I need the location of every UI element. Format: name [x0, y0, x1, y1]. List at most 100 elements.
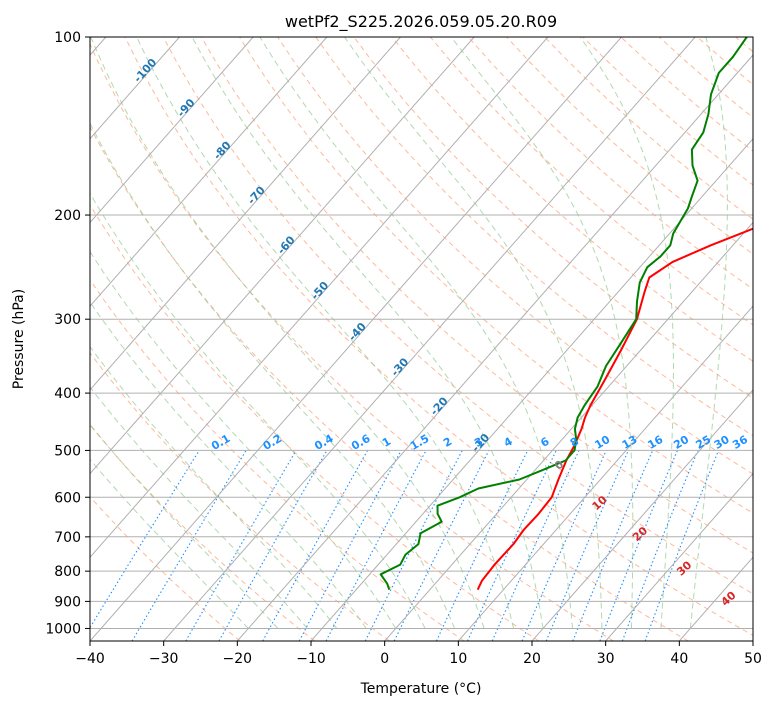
series-lines: [379, 37, 753, 591]
isotherm-line: [605, 472, 753, 641]
x-tick-label: −30: [149, 651, 179, 667]
line-labels: -100-90-80-70-60-50-40-30-20-100.1 0.2 0.4…: [131, 56, 750, 609]
isotherm-label: -60: [275, 233, 298, 257]
mixing-ratio-line: [521, 450, 607, 641]
dry-adiabat-line: [90, 424, 316, 641]
y-tick-label: 700: [54, 530, 81, 546]
dry-adiabat-line: [162, 37, 753, 595]
x-axis: −40 −30 −20 −10 0 10 20 30 40 50: [75, 641, 762, 667]
dry-adiabat-line: [353, 37, 753, 399]
wet-bulb-label: 30: [674, 558, 694, 578]
mixing-ratio-label: 0.6: [349, 432, 373, 453]
dry-adiabat-line: [658, 37, 753, 119]
dry-adiabat-line: [90, 204, 540, 641]
isotherm-line: [90, 37, 622, 641]
x-tick-label: 0: [380, 651, 389, 667]
temperature-profile-line: [476, 227, 753, 591]
dry-adiabat-line: [90, 42, 689, 641]
mixing-ratio-label: 36: [730, 433, 750, 452]
moist-adiabat-line: [90, 192, 426, 629]
isotherm-line: [457, 305, 753, 641]
y-axis-label: Pressure (hPa): [11, 289, 27, 389]
isotherm-line: [236, 54, 753, 641]
y-axis: 100 200 300 400 500 600 700 800 900 1000: [45, 30, 90, 637]
mixing-ratio-label: 1: [380, 435, 393, 450]
x-tick-label: 50: [744, 651, 762, 667]
isotherm-line: [752, 640, 753, 641]
dry-adiabat-line: [468, 37, 753, 290]
moist-adiabat-line: [90, 250, 397, 629]
y-tick-label: 900: [54, 594, 81, 610]
moist-adiabat-line: [259, 37, 573, 629]
dry-adiabat-line: [544, 37, 753, 220]
x-tick-label: 10: [449, 651, 467, 667]
moist-adiabat-line: [344, 37, 603, 629]
isotherm-line: [310, 137, 753, 641]
moist-adiabat-line: [90, 301, 367, 629]
moist-adiabat-line: [90, 345, 338, 629]
moist-adiabat-line: [90, 458, 249, 629]
isotherm-line: [90, 37, 254, 224]
isotherm-line: [384, 221, 753, 641]
dry-adiabat-line: [315, 37, 753, 437]
y-tick-label: 300: [54, 312, 81, 328]
wet-bulb-label: 10: [590, 493, 610, 513]
mixing-ratio-label: 25: [693, 433, 713, 452]
moist-adiabat-line: [90, 386, 308, 629]
mixing-ratio-label: 10: [593, 433, 613, 452]
isotherm-line: [163, 37, 696, 641]
mixing-ratio-line: [545, 450, 629, 641]
mixing-ratio-label: 13: [620, 433, 640, 452]
dry-adiabat-line: [90, 278, 465, 641]
isotherm-line: [90, 37, 549, 559]
dry-adiabat-line: [277, 37, 753, 475]
mixing-ratio-label: 20: [671, 433, 691, 452]
moist-adiabat-line: [90, 122, 456, 629]
moist-adiabat-line: [191, 37, 544, 629]
chart-title: wetPf2_S225.2026.059.05.20.R09: [285, 12, 557, 32]
isotherm-line: [531, 389, 753, 641]
background-lines: [90, 37, 753, 641]
isotherm-line: [678, 556, 753, 641]
mixing-ratio-line: [572, 450, 654, 641]
moist-adiabat-line: [136, 37, 515, 629]
wet-bulb-label: 40: [719, 589, 739, 609]
x-tick-label: 20: [523, 651, 541, 667]
mixing-ratio-line: [325, 450, 427, 641]
grid-lines: [90, 37, 753, 641]
isotherm-line: [90, 37, 180, 140]
moist-adiabat-line: [90, 37, 485, 629]
isotherm-label: -30: [388, 355, 411, 379]
isotherm-label: -70: [245, 183, 268, 207]
isotherm-line: [90, 37, 401, 391]
moist-adiabat-line: [689, 37, 728, 629]
dry-adiabat-line: [90, 125, 614, 641]
dry-adiabat-line: [620, 37, 753, 152]
mixing-ratio-label: 4: [502, 435, 515, 450]
plot-frame: [89, 36, 754, 642]
x-tick-label: −10: [296, 651, 326, 667]
moist-adiabat-line: [579, 37, 674, 629]
moist-adiabat-line: [90, 423, 279, 629]
mixing-ratio-label: 0.2: [261, 432, 284, 453]
mixing-ratio-line: [435, 450, 529, 641]
dry-adiabat-line: [90, 495, 241, 641]
mixing-ratio-line: [621, 450, 699, 641]
mixing-ratio-line: [599, 450, 678, 641]
dry-adiabat-line: [506, 37, 753, 255]
moist-adiabat-line: [450, 37, 634, 629]
isotherm-label: -80: [211, 139, 234, 163]
mixing-ratio-line: [644, 450, 720, 641]
mixing-ratio-line: [298, 450, 402, 641]
x-tick-label: −40: [75, 651, 105, 667]
isotherm-label: -90: [175, 96, 198, 120]
isotherm-label: -100: [131, 56, 159, 85]
y-tick-label: 500: [54, 443, 81, 459]
mixing-ratio-line: [262, 450, 368, 641]
mixing-ratio-label: 2: [441, 435, 454, 450]
mixing-ratio-line: [218, 450, 328, 641]
dry-adiabat-line: [696, 37, 753, 86]
mixing-ratio-label: 30: [712, 433, 732, 452]
dry-adiabat-line: [735, 37, 753, 53]
